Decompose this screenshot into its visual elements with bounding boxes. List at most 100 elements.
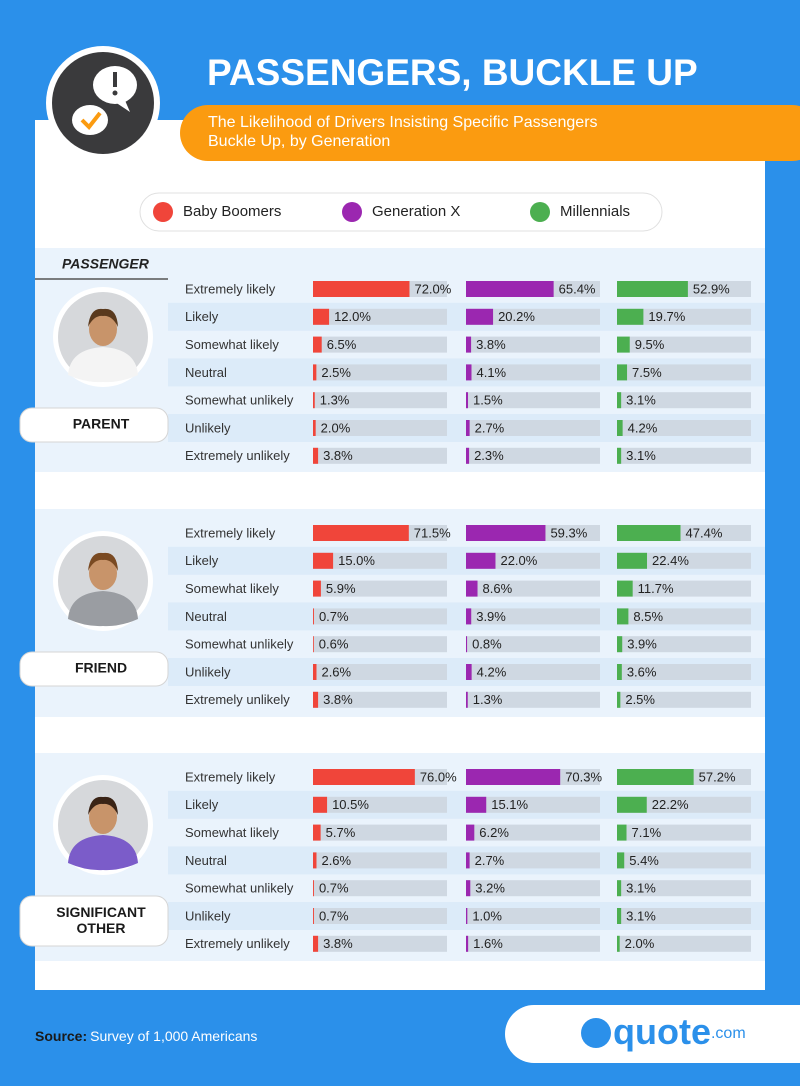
value-label: 22.2%	[652, 797, 689, 812]
bar-track	[466, 691, 600, 708]
bar	[466, 664, 472, 680]
value-label: 12.0%	[334, 309, 371, 324]
bar-track	[466, 880, 600, 897]
bar-track	[466, 392, 600, 409]
value-label: 3.8%	[323, 448, 353, 463]
bar	[466, 336, 472, 353]
bar-track	[617, 796, 751, 813]
bar	[466, 392, 469, 409]
value-label: 19.7%	[648, 309, 685, 324]
bar-track	[617, 392, 751, 409]
category-label: Neutral	[185, 365, 227, 380]
bar	[617, 580, 633, 597]
bar-track	[313, 908, 447, 924]
bar-track	[466, 935, 600, 952]
value-label: 3.8%	[476, 337, 506, 352]
bar	[313, 336, 322, 353]
panel-title-line: SIGNIFICANT	[56, 904, 146, 920]
avatar-body	[68, 835, 138, 871]
bar-track	[617, 664, 751, 680]
value-label: 3.6%	[627, 664, 657, 679]
legend	[139, 192, 663, 232]
bar-track	[617, 880, 751, 897]
subtitle-banner	[180, 105, 800, 161]
category-label: Likely	[185, 797, 219, 812]
bar	[313, 935, 319, 952]
category-label: Somewhat likely	[185, 825, 279, 840]
panel-title: SIGNIFICANT OTHER	[56, 904, 146, 936]
bar	[313, 608, 314, 625]
bar-track	[617, 336, 751, 353]
bar	[617, 447, 622, 464]
subtitle: Buckle Up, by Generation	[208, 133, 390, 150]
bar	[617, 769, 694, 785]
category-label: Likely	[185, 309, 219, 324]
bar	[466, 420, 470, 436]
value-label: 3.9%	[476, 609, 506, 624]
bar	[313, 580, 321, 597]
bar-track	[617, 935, 751, 952]
bar-track	[617, 636, 751, 653]
bar-track	[466, 608, 600, 625]
bar-track	[466, 336, 600, 353]
bar	[313, 525, 409, 541]
bar-track	[617, 908, 751, 924]
value-label: 8.5%	[633, 609, 663, 624]
bar-track	[313, 392, 447, 409]
bar-track	[313, 664, 447, 680]
legend-label: Baby Boomers	[183, 203, 281, 220]
value-label: 2.5%	[321, 365, 351, 380]
bar	[313, 447, 319, 464]
bar-track	[313, 691, 447, 708]
avatar-hair	[88, 308, 118, 327]
logo-name: quote	[613, 1011, 711, 1052]
category-label: Somewhat unlikely	[185, 393, 294, 408]
value-label: 1.0%	[472, 908, 502, 923]
bar	[617, 552, 648, 569]
bar	[313, 308, 330, 325]
value-label: 2.5%	[625, 692, 655, 707]
bar	[313, 880, 314, 897]
bubble	[72, 105, 108, 135]
bar-track	[313, 935, 447, 952]
value-label: 3.1%	[626, 881, 656, 896]
bar	[466, 935, 469, 952]
value-label: 2.7%	[475, 853, 505, 868]
bar	[617, 691, 621, 708]
value-label: 2.6%	[321, 853, 351, 868]
category-label: Somewhat likely	[185, 337, 279, 352]
legend-swatch	[530, 202, 550, 222]
avatar-head	[89, 556, 117, 590]
bar	[466, 552, 496, 569]
source-label: Source:	[35, 1028, 87, 1044]
exclaim-dot	[112, 90, 118, 96]
bar	[313, 796, 328, 813]
bar	[466, 608, 472, 625]
value-label: 7.5%	[632, 365, 662, 380]
bar	[466, 852, 470, 869]
bar	[313, 552, 334, 569]
value-label: 65.4%	[559, 281, 596, 296]
bar	[617, 852, 625, 869]
legend-swatch	[153, 202, 173, 222]
value-label: 3.9%	[627, 637, 657, 652]
value-label: 0.7%	[319, 908, 349, 923]
value-label: 57.2%	[699, 769, 736, 784]
value-label: 0.8%	[472, 637, 502, 652]
value-label: 4.2%	[477, 664, 507, 679]
category-label: Extremely likely	[185, 525, 276, 540]
bar-track	[466, 908, 600, 924]
bar	[617, 796, 647, 813]
bar	[313, 664, 317, 680]
bar	[466, 691, 468, 708]
value-label: 9.5%	[635, 337, 665, 352]
bar-track	[313, 608, 447, 625]
legend-label: Millennials	[560, 203, 630, 220]
category-label: Likely	[185, 553, 219, 568]
bar	[313, 281, 410, 297]
avatar-head	[89, 312, 117, 346]
bar-track	[466, 552, 600, 569]
legend-swatch	[342, 202, 362, 222]
